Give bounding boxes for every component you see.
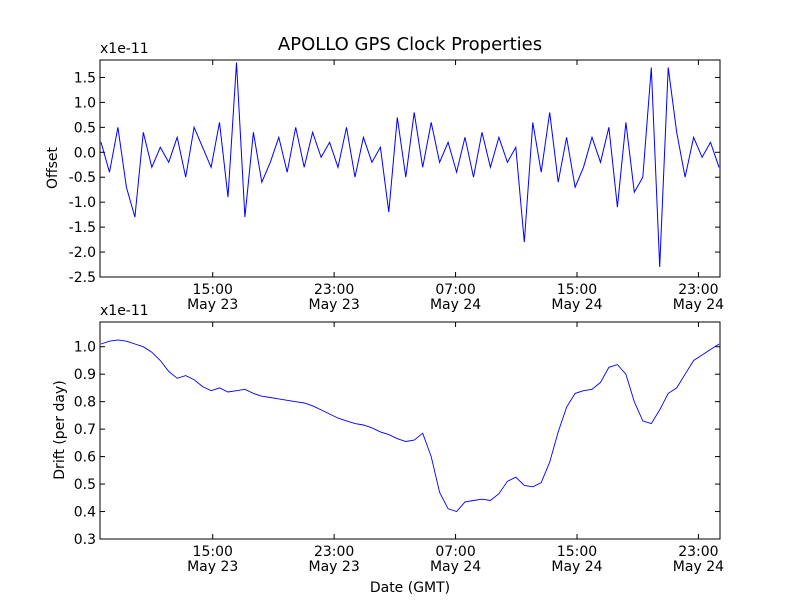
offset-ytick-label-2: 0.5 [74, 120, 96, 136]
drift-ytick-label-2: 0.8 [74, 395, 96, 411]
offset-xtick-date-2: May 24 [430, 297, 481, 313]
figure-title: APOLLO GPS Clock Properties [278, 34, 542, 55]
drift-axes-frame [99, 321, 721, 540]
drift-scale-label: x1e-11 [100, 303, 149, 319]
drift-ytick-label-1: 0.9 [74, 367, 96, 383]
offset-xtick-time-2: 07:00 [435, 282, 475, 298]
drift-xtick-time-0: 15:00 [193, 544, 233, 560]
drift-ytick-label-3: 0.7 [74, 422, 96, 438]
offset-scale-label: x1e-11 [100, 41, 149, 57]
x-axis-label: Date (GMT) [370, 580, 450, 596]
offset-xtick-time-3: 15:00 [557, 282, 597, 298]
offset-series [100, 62, 720, 268]
drift-xtick-date-3: May 24 [551, 559, 602, 575]
offset-ytick-label-7: -2.0 [69, 245, 96, 261]
drift-series [100, 339, 720, 513]
drift-xtick-time-1: 23:00 [314, 544, 354, 560]
offset-xtick-time-1: 23:00 [314, 282, 354, 298]
drift-xtick-time-3: 15:00 [557, 544, 597, 560]
drift-xtick-date-0: May 23 [187, 559, 238, 575]
offset-xtick-date-0: May 23 [187, 297, 238, 313]
offset-panel: 1.51.00.50.0-0.5-1.0-1.5-2.0-2.5 15:00Ma… [45, 41, 724, 313]
offset-xtick-date-4: May 24 [673, 297, 724, 313]
offset-line-0 [100, 62, 720, 268]
offset-ytick-label-8: -2.5 [69, 270, 96, 286]
offset-y-axis-label: Offset [45, 146, 61, 189]
offset-xtick-date-3: May 24 [551, 297, 602, 313]
offset-ytick-label-0: 1.5 [74, 70, 96, 86]
offset-ytick-label-3: 0.0 [74, 145, 96, 161]
drift-xtick-time-4: 23:00 [678, 544, 718, 560]
offset-ytick-label-5: -1.0 [69, 195, 96, 211]
drift-y-axis-label: Drift (per day) [52, 380, 68, 479]
drift-xtick-time-2: 07:00 [435, 544, 475, 560]
drift-line-0 [100, 339, 720, 513]
drift-ytick-label-7: 0.3 [74, 532, 96, 548]
offset-y-ticks: 1.5 1.0 0.5 0.0 -0.5 -1.0 -1.5 -2.0 -2.5 [69, 70, 720, 286]
drift-xtick-date-4: May 24 [673, 559, 724, 575]
offset-ytick-label-6: -1.5 [69, 220, 96, 236]
drift-xtick-date-2: May 24 [430, 559, 481, 575]
offset-ytick-label-1: 1.0 [74, 95, 96, 111]
offset-axes-frame [99, 59, 721, 278]
offset-ytick-label-4: -0.5 [69, 170, 96, 186]
drift-ytick-label-5: 0.5 [74, 477, 96, 493]
drift-ytick-label-4: 0.6 [74, 450, 96, 466]
offset-xtick-date-1: May 23 [309, 297, 360, 313]
drift-y-ticks: 1.0 0.9 0.8 0.7 0.6 0.5 0.4 0.3 [74, 340, 720, 548]
drift-xtick-date-1: May 23 [309, 559, 360, 575]
offset-xtick-time-4: 23:00 [678, 282, 718, 298]
offset-xtick-time-0: 15:00 [193, 282, 233, 298]
drift-ytick-label-6: 0.4 [74, 505, 96, 521]
drift-ytick-label-0: 1.0 [74, 340, 96, 356]
